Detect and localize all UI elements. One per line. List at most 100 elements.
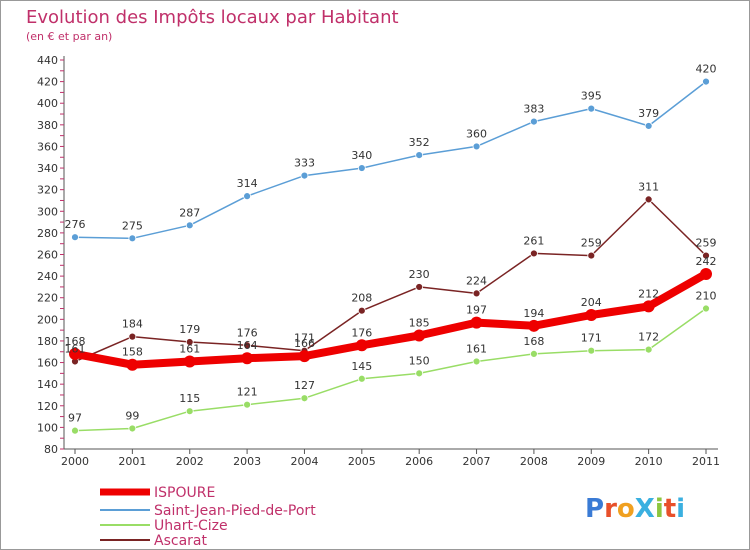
data-point [300, 171, 309, 180]
data-label: 352 [409, 136, 430, 149]
x-tick-label: 2009 [577, 455, 605, 468]
data-point [298, 350, 311, 363]
chart-subtitle: (en € et par an) [26, 30, 112, 43]
data-point [185, 221, 194, 230]
data-point [413, 329, 426, 342]
series-saint-jean-pied-de-port [71, 77, 710, 243]
data-point [587, 251, 596, 260]
series-ispoure [69, 267, 712, 371]
data-point [527, 319, 540, 332]
data-labels: 168 158 161 164 166 176 185 197 194 204 212 242 276 2… [65, 63, 717, 425]
data-label: 158 [122, 346, 143, 359]
data-label: 99 [125, 409, 139, 422]
x-tick-label: 2002 [176, 455, 204, 468]
y-tick-label: 420 [37, 76, 58, 89]
x-tick-label: 2011 [692, 455, 720, 468]
series-line [74, 80, 707, 240]
y-tick-label: 140 [37, 378, 58, 391]
x-tick-label: 2005 [348, 455, 376, 468]
series-line [71, 269, 710, 369]
data-label: 224 [466, 274, 487, 287]
data-point [472, 142, 481, 151]
y-tick-label: 160 [37, 357, 58, 370]
data-point [69, 347, 81, 360]
data-label: 275 [122, 219, 143, 232]
data-label: 121 [237, 386, 258, 399]
y-tick-label: 240 [37, 270, 58, 283]
data-label: 204 [581, 296, 602, 309]
legend-label: Uhart-Cize [154, 518, 228, 534]
x-tick-label: 2003 [233, 455, 261, 468]
logo-letter: X [635, 494, 655, 524]
data-label: 127 [294, 379, 315, 392]
data-label: 161 [179, 342, 200, 355]
data-point [642, 300, 655, 313]
y-tick-label: 220 [37, 292, 58, 305]
data-label: 311 [638, 180, 659, 193]
data-point [702, 251, 710, 260]
data-point [587, 104, 596, 113]
legend-label: Ascarat [154, 533, 207, 549]
data-point [243, 341, 251, 350]
data-point [183, 355, 196, 368]
data-label: 230 [409, 268, 430, 281]
data-point [300, 394, 309, 403]
series-layer [69, 77, 712, 435]
data-label: 115 [179, 392, 200, 405]
data-label: 161 [466, 342, 487, 355]
data-label: 168 [523, 335, 544, 348]
data-point [700, 267, 712, 280]
data-point [71, 233, 79, 242]
data-point [644, 122, 653, 130]
data-label: 145 [351, 360, 372, 373]
data-point [355, 339, 368, 352]
data-point [185, 407, 194, 416]
y-tick-label: 300 [37, 205, 58, 218]
legend: ISPOURE Saint-Jean-Pied-de-PortUhart-Cize… [100, 485, 316, 549]
data-point [587, 346, 596, 355]
data-point [644, 195, 653, 204]
data-point [128, 424, 137, 433]
logo-letter: o [617, 494, 635, 524]
logo-letter: i [676, 494, 685, 524]
data-label: 314 [237, 177, 258, 190]
data-point [415, 369, 424, 378]
logo-letter: P [585, 494, 604, 524]
data-label: 168 [65, 335, 86, 348]
data-label: 276 [65, 218, 86, 231]
data-label: 261 [523, 234, 544, 247]
data-point [644, 345, 653, 354]
logo-letter: t [664, 494, 676, 524]
data-point [415, 151, 424, 159]
data-label: 379 [638, 107, 659, 120]
legend-label: ISPOURE [154, 485, 215, 501]
data-point [470, 316, 483, 329]
chart-title: Evolution des Impôts locaux par Habitant [26, 7, 399, 28]
y-tick-label: 80 [44, 443, 58, 456]
data-label: 194 [523, 307, 544, 320]
data-point [530, 350, 538, 358]
y-tick-label: 440 [37, 54, 58, 67]
series-ascarat [71, 195, 710, 366]
data-point [357, 164, 366, 172]
data-label: 259 [696, 237, 717, 250]
data-point [243, 192, 251, 201]
x-tick-label: 2000 [61, 455, 89, 468]
y-tick-label: 120 [37, 400, 58, 413]
data-label: 185 [409, 317, 430, 330]
data-label: 259 [581, 237, 602, 250]
proxiti-logo: ProXiti [585, 494, 685, 524]
data-label: 171 [294, 332, 315, 345]
data-label: 184 [122, 318, 143, 331]
y-tick-label: 340 [37, 162, 58, 175]
data-label: 172 [638, 331, 659, 344]
y-tick-label: 400 [37, 97, 58, 110]
data-point [71, 426, 79, 435]
data-point [126, 358, 139, 371]
data-label: 287 [179, 206, 200, 219]
data-label: 340 [351, 149, 372, 162]
data-point [472, 289, 481, 298]
data-label: 150 [409, 354, 430, 367]
